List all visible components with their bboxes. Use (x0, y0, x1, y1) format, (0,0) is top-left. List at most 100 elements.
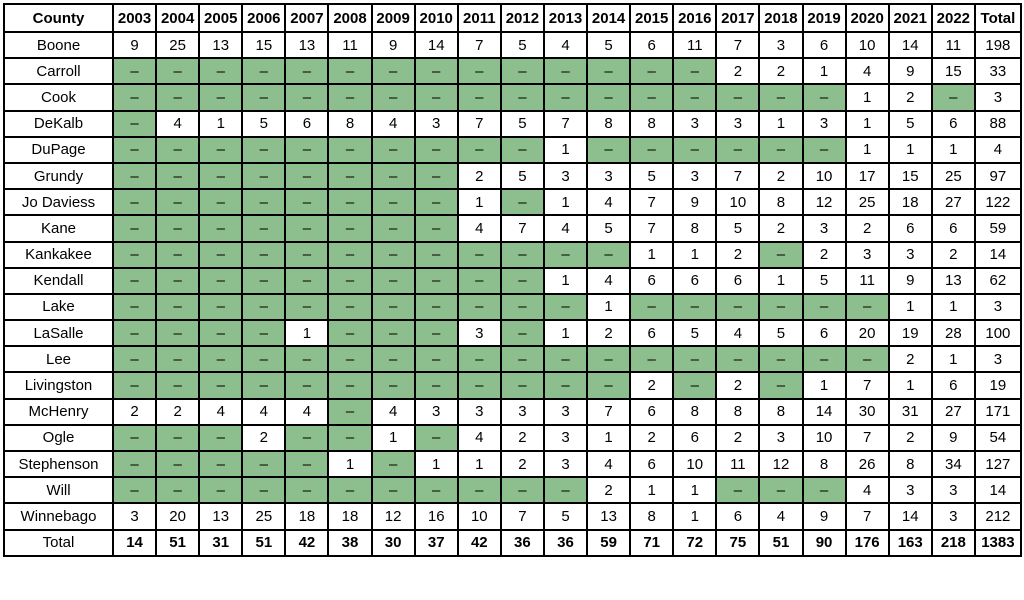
data-cell: 8 (758, 188, 804, 217)
no-data-cell: – (327, 83, 373, 112)
data-cell: 10 (672, 449, 718, 479)
data-cell: 1 (930, 292, 976, 322)
no-data-cell: – (198, 449, 244, 479)
no-data-cell: – (284, 135, 330, 164)
data-cell: 8 (327, 109, 373, 138)
no-data-cell: – (758, 135, 804, 164)
data-cell: 20 (155, 502, 201, 531)
county-label: Jo Daviess (3, 188, 114, 217)
data-cell: 14 (973, 240, 1022, 269)
data-cell: 6 (801, 30, 847, 60)
no-data-cell: – (413, 161, 459, 191)
data-cell: 6 (629, 319, 675, 348)
column-header: 2017 (715, 3, 761, 33)
no-data-cell: – (111, 345, 158, 374)
data-cell: 4 (973, 135, 1022, 164)
data-cell: 2 (887, 345, 933, 374)
data-cell: 72 (672, 528, 718, 557)
data-cell: 7 (542, 109, 589, 138)
no-data-cell: – (327, 266, 373, 295)
no-data-cell: – (241, 57, 287, 86)
data-cell: 3 (499, 397, 545, 426)
data-cell: 4 (586, 188, 632, 217)
no-data-cell: – (456, 135, 502, 164)
data-cell: 90 (801, 528, 847, 557)
column-header: 2022 (930, 3, 976, 33)
no-data-cell: – (111, 319, 158, 348)
no-data-cell: – (198, 266, 244, 295)
no-data-cell: – (111, 476, 158, 505)
data-cell: 8 (801, 449, 847, 479)
column-header: 2010 (413, 3, 459, 33)
no-data-cell: – (715, 292, 761, 322)
table-row: Cook – – – – – – – – – – – – – – – – –1 2–3 (3, 83, 1022, 112)
data-cell: 3 (973, 83, 1022, 112)
data-cell: 1 (930, 345, 976, 374)
no-data-cell: – (542, 292, 589, 322)
data-cell: 34 (930, 449, 976, 479)
no-data-cell: – (499, 135, 545, 164)
data-cell: 13 (930, 266, 976, 295)
data-cell: 1 (801, 57, 847, 86)
no-data-cell: – (370, 83, 416, 112)
data-cell: 3 (542, 161, 589, 191)
data-cell: 5 (887, 109, 933, 138)
no-data-cell: – (456, 476, 502, 505)
no-data-cell: – (629, 135, 675, 164)
no-data-cell: – (241, 371, 287, 400)
data-cell: 7 (844, 502, 890, 531)
data-cell: 27 (930, 397, 976, 426)
data-cell: 10 (456, 502, 502, 531)
data-cell: 1 (542, 319, 589, 348)
data-cell: 4 (284, 397, 330, 426)
no-data-cell: – (758, 83, 804, 112)
data-cell: 176 (844, 528, 890, 557)
county-label: Kane (3, 214, 114, 243)
data-cell: 14 (887, 30, 933, 60)
data-cell: 122 (973, 188, 1022, 217)
no-data-cell: – (155, 83, 201, 112)
no-data-cell: – (370, 57, 416, 86)
no-data-cell: – (155, 371, 201, 400)
data-cell: 1 (198, 109, 244, 138)
no-data-cell: – (198, 345, 244, 374)
data-cell: 8 (629, 502, 675, 531)
data-cell: 18 (887, 188, 933, 217)
data-cell: 5 (586, 214, 632, 243)
no-data-cell: – (413, 83, 459, 112)
data-cell: 1 (801, 371, 847, 400)
data-cell: 2 (586, 319, 632, 348)
no-data-cell: – (284, 214, 330, 243)
no-data-cell: – (370, 476, 416, 505)
data-cell: 4 (241, 397, 287, 426)
no-data-cell: – (198, 319, 244, 348)
data-cell: 1 (930, 135, 976, 164)
no-data-cell: – (629, 57, 675, 86)
data-cell: 14 (887, 502, 933, 531)
data-cell: 31 (198, 528, 244, 557)
no-data-cell: – (327, 240, 373, 269)
no-data-cell: – (413, 57, 459, 86)
data-cell: 3 (887, 240, 933, 269)
total-row: Total 14 51 31 51 42 38 30 37 42 36 36 59 71 72 75 51 90 1… (3, 528, 1022, 557)
no-data-cell: – (241, 266, 287, 295)
no-data-cell: – (586, 83, 632, 112)
data-cell: 4 (370, 109, 416, 138)
no-data-cell: – (241, 345, 287, 374)
data-cell: 11 (715, 449, 761, 479)
data-cell: 26 (844, 449, 890, 479)
data-cell: 1 (542, 266, 589, 295)
data-cell: 6 (801, 319, 847, 348)
no-data-cell: – (241, 161, 287, 191)
data-cell: 1 (672, 476, 718, 505)
no-data-cell: – (155, 292, 201, 322)
data-cell: 3 (715, 109, 761, 138)
table-row: LaSalle – – – –1– – –3–1 2 6 5 4 5 6 20 19 28 100 (3, 319, 1022, 348)
no-data-cell: – (672, 83, 718, 112)
table-row: DeKalb –4 1 5 6 8 4 3 7 5 7 8 8 3 3 1 3 1 5 6 88 (3, 109, 1022, 138)
no-data-cell: – (284, 292, 330, 322)
data-cell: 30 (370, 528, 416, 557)
table-row: Kendall – – – – – – – – – –1 4 6 6 6 1 5 11 9 13 62 (3, 266, 1022, 295)
data-cell: 28 (930, 319, 976, 348)
data-cell: 7 (715, 30, 761, 60)
